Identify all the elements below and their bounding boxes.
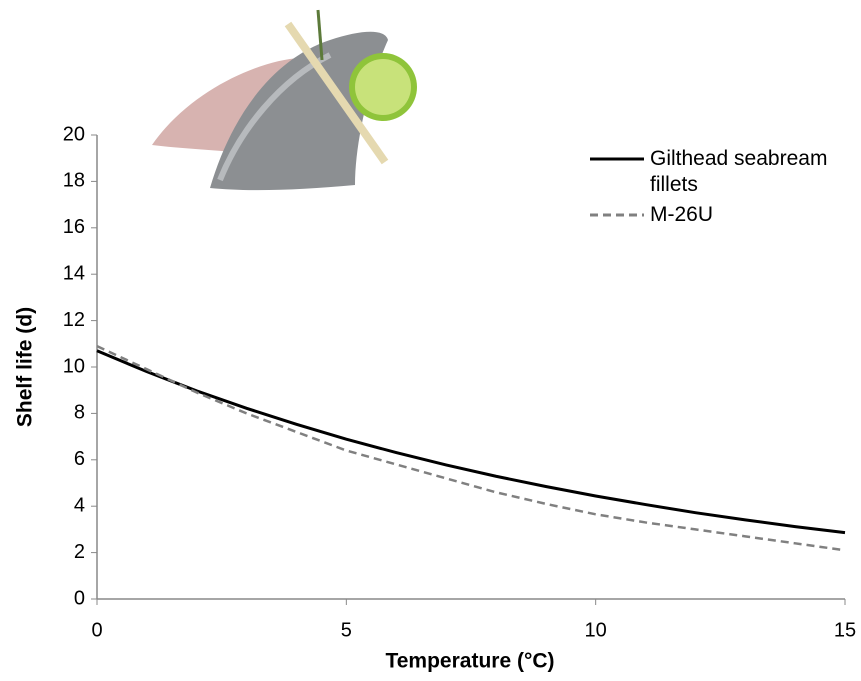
x-tick-label: 15	[834, 619, 856, 641]
y-tick-label: 8	[74, 402, 85, 424]
line-series	[96, 344, 846, 552]
y-tick-label: 2	[74, 541, 85, 563]
x-tick-label: 10	[585, 619, 607, 641]
legend: Gilthead seabream fillets M-26U	[588, 146, 848, 232]
legend-entry: M-26U	[588, 202, 848, 228]
legend-label: M-26U	[650, 203, 714, 226]
y-tick-label: 4	[74, 494, 85, 516]
x-tick-label: 5	[341, 619, 352, 641]
legend-label: Gilthead seabream fillets	[650, 147, 828, 196]
y-axis-title: Shelf life (d)	[14, 307, 37, 427]
legend-swatch	[590, 157, 644, 161]
y-tick-label: 6	[74, 448, 85, 470]
y-tick-label: 12	[63, 309, 85, 331]
line-series	[96, 349, 846, 535]
y-tick-label: 10	[63, 355, 85, 377]
y-tick-label: 18	[63, 170, 85, 192]
y-tick-label: 14	[63, 262, 85, 284]
x-axis-title: Temperature (°C)	[385, 650, 554, 673]
fish-illustration	[152, 9, 417, 191]
legend-entry: Gilthead seabream fillets	[588, 146, 848, 198]
y-tick-label: 20	[63, 123, 85, 145]
x-tick-label: 0	[91, 619, 102, 641]
y-tick-label: 16	[63, 216, 85, 238]
legend-swatch	[590, 213, 644, 217]
y-tick-label: 0	[74, 587, 85, 609]
